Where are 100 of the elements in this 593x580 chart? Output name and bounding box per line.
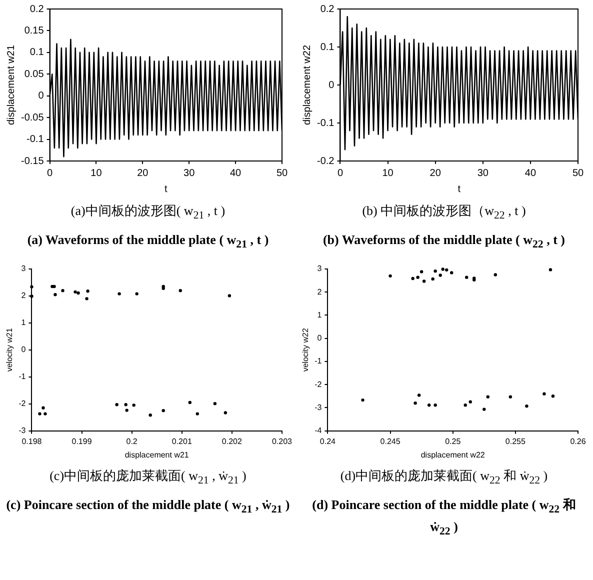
point [508,395,512,399]
y-tick-label: 0 [317,334,322,343]
y-tick-label: 1 [317,310,322,320]
point [76,292,80,295]
y-tick-label: -4 [314,426,322,436]
x-axis-title: displacement w21 [124,450,190,460]
point [132,404,136,407]
point [54,293,57,296]
x-tick-label: 0.201 [172,436,192,446]
point [42,406,45,410]
point [434,404,437,407]
y-tick-label: -1 [314,356,322,366]
y-axis-title: velocity w22 [301,328,310,372]
point [420,270,424,274]
point [525,404,528,408]
point [213,402,217,406]
point [441,268,444,272]
y-tick-label: -3 [314,403,322,412]
y-tick-label: -3 [18,426,26,436]
x-tick-label: 0.203 [272,436,293,446]
x-tick-label: 0.245 [380,436,401,446]
point [228,294,232,298]
y-tick-label: 0.05 [24,68,44,80]
x-tick-label: 0.255 [505,436,526,446]
x-axis-title: t [164,184,168,195]
point [162,409,165,412]
y-tick-label: 0 [38,90,44,102]
point [178,289,182,292]
point [388,274,392,278]
y-tick-label: 3 [21,264,26,274]
point [224,411,228,415]
point [44,412,47,416]
x-tick-label: 10 [382,168,394,179]
x-tick-label: 40 [524,168,536,179]
y-tick-label: -0.15 [20,156,44,167]
point [361,398,364,402]
x-tick-label: 30 [184,168,196,179]
x-axis-title: t [458,184,461,195]
point [551,394,555,398]
y-axis-title: displacement w22 [302,44,313,126]
x-tick-label: 30 [477,168,489,179]
x-tick-label: 0.2 [126,436,138,446]
x-tick-label: 0 [337,168,344,179]
y-tick-label: 0.2 [320,4,335,15]
y-tick-label: 2 [317,288,322,297]
point [61,289,64,292]
x-axis-title: displacement w22 [420,450,486,460]
text: (d) Poincare section of the middle plate ( w$_{22}$ 和 ẇ$_{22}$ ) [312,496,576,538]
y-tick-label: -0.1 [26,134,44,146]
x-tick-label: 50 [276,168,288,179]
point [115,403,118,406]
point [414,402,417,405]
point [417,394,421,397]
x-tick-label: 40 [230,168,242,179]
point [135,292,138,296]
y-axis-title: displacement w21 [6,44,17,126]
y-tick-label: 0 [328,80,335,91]
y-tick-label: -0.05 [20,112,44,124]
point [196,412,200,416]
point [86,290,90,293]
y-tick-label: 0.15 [24,25,44,36]
point [38,412,42,416]
x-tick-label: 50 [572,168,584,179]
point [124,403,128,406]
text: (b) Waveforms of the middle plate ( w$_{22}$ , t ) [322,230,566,252]
y-tick-label: 0.1 [30,47,44,58]
point [416,276,420,280]
x-tick-label: 20 [430,168,442,179]
y-tick-label: -2 [314,380,322,389]
point [438,274,442,278]
y-tick-label: 1 [21,318,26,328]
x-tick-label: 0.199 [72,436,92,446]
point [465,276,468,280]
point [542,392,546,396]
x-tick-label: 0.198 [22,436,42,446]
point [74,290,77,294]
y-axis-title: velocity w21 [5,328,14,372]
y-tick-label: 0.2 [30,4,44,15]
x-tick-label: 0.26 [570,436,586,446]
point [148,414,152,417]
text: (b) 中间板的波形图（w$_{22}$ , t ) [361,202,527,224]
point [411,277,414,280]
point [427,404,431,407]
point [468,400,472,404]
y-tick-label: 2 [21,291,26,300]
point [482,408,486,412]
text: (c) Poincare section of the middle plate ( w$_{21}$ , ẇ$_{21}$ ) [5,496,291,518]
y-tick-label: 3 [317,264,322,274]
point [434,270,437,273]
x-tick-label: 20 [137,168,149,179]
x-tick-label: 10 [90,168,102,179]
text: (d)中间板的庞加莱截面( w$_{22}$ 和 ẇ$_{22}$ ) [339,467,549,489]
x-tick-label: 0.25 [445,436,462,446]
point [548,268,552,272]
point [30,285,34,289]
text: (a) Waveforms of the middle plate ( w$_{21}$ , t ) [26,230,270,252]
text: (c)中间板的庞加莱截面( w$_{21}$ , ẇ$_{21}$ ) [48,467,248,489]
point [494,273,498,277]
y-tick-label: 0.1 [320,42,335,53]
point [445,268,448,272]
